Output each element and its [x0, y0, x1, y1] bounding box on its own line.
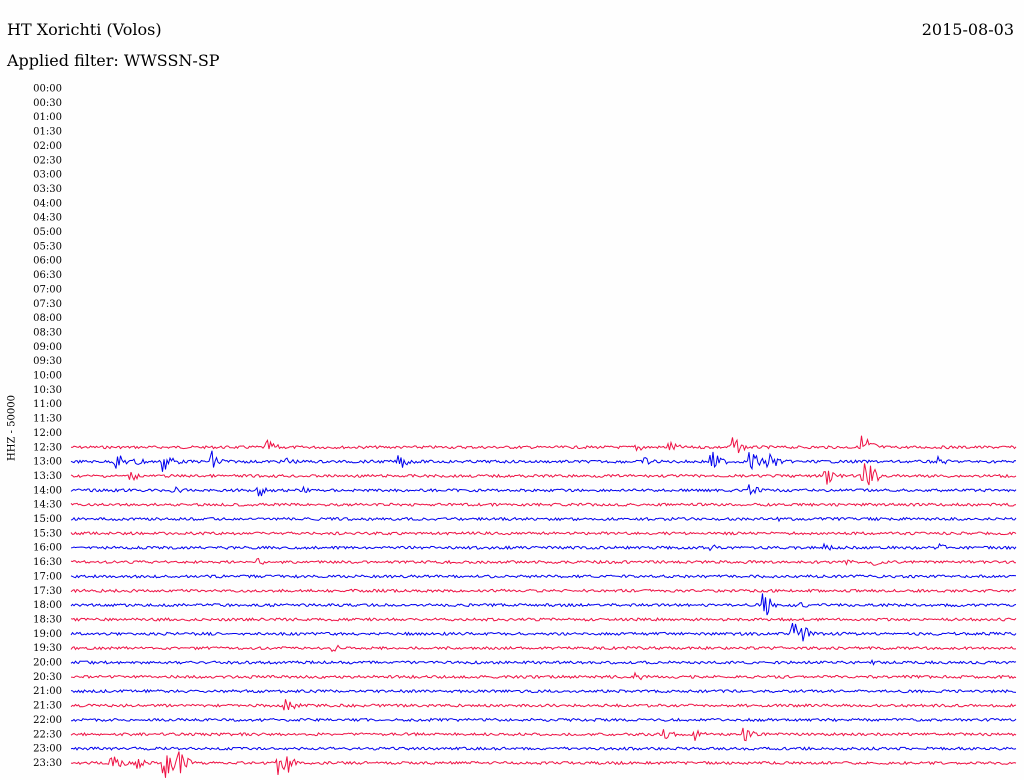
trace-2030: [70, 671, 1017, 681]
row-label: 21:30: [33, 701, 62, 712]
trace-2330: [70, 751, 1017, 778]
trace-1830: [70, 617, 1017, 622]
trace-1230: [70, 435, 1017, 454]
row-label: 05:00: [33, 227, 62, 238]
trace-1530: [70, 531, 1017, 536]
row-label: 18:00: [33, 600, 62, 611]
row-label: 05:30: [33, 241, 62, 252]
plot-date: 2015-08-03: [921, 20, 1014, 39]
trace-1630: [70, 557, 1016, 566]
row-label: 11:30: [33, 414, 62, 425]
row-label: 17:00: [33, 571, 62, 582]
row-label: 01:30: [33, 127, 62, 138]
row-label: 06:30: [33, 270, 62, 281]
row-label: 20:30: [33, 672, 62, 683]
row-label: 23:00: [33, 744, 62, 755]
trace-1930: [70, 644, 1017, 653]
row-label: 07:30: [33, 299, 62, 310]
row-label: 07:00: [33, 284, 62, 295]
row-label: 12:30: [33, 442, 62, 453]
trace-2100: [70, 688, 1017, 694]
row-label: 14:00: [33, 485, 62, 496]
row-label: 03:30: [33, 184, 62, 195]
trace-1730: [70, 588, 1017, 594]
row-label: 15:00: [33, 514, 62, 525]
row-label: 15:30: [33, 528, 62, 539]
row-label: 23:30: [33, 758, 62, 769]
trace-2130: [70, 699, 1017, 711]
trace-2300: [70, 746, 1017, 751]
trace-2200: [71, 717, 1017, 723]
row-label: 12:00: [33, 428, 62, 439]
trace-1800: [70, 593, 1017, 616]
row-label: 02:00: [33, 141, 62, 152]
trace-1500: [70, 516, 1017, 523]
trace-1900: [70, 622, 1017, 642]
row-label: 08:30: [33, 327, 62, 338]
row-label: 06:00: [33, 256, 62, 267]
row-label: 04:00: [33, 198, 62, 209]
row-label: 22:30: [33, 729, 62, 740]
row-label: 17:30: [33, 586, 62, 597]
trace-1600: [70, 542, 1017, 552]
filter-label: Applied filter: WWSSN-SP: [7, 51, 220, 70]
row-label: 13:00: [33, 457, 62, 468]
row-label: 10:00: [33, 371, 62, 382]
row-label: 22:00: [33, 715, 62, 726]
row-label: 04:30: [33, 213, 62, 224]
row-label: 14:30: [33, 500, 62, 511]
row-label: 13:30: [33, 471, 62, 482]
row-label: 16:00: [33, 543, 62, 554]
trace-2230: [70, 727, 1017, 742]
row-label: 00:00: [33, 84, 62, 95]
row-label: 19:30: [33, 643, 62, 654]
trace-2000: [70, 659, 1017, 666]
row-label: 03:00: [33, 170, 62, 181]
row-label: 20:00: [33, 658, 62, 669]
row-label: 18:30: [33, 614, 62, 625]
trace-1430: [70, 502, 1017, 508]
row-label: 00:30: [33, 98, 62, 109]
trace-1330: [70, 463, 1017, 486]
row-label: 02:30: [33, 155, 62, 166]
row-label: 19:00: [33, 629, 62, 640]
trace-1700: [70, 574, 1017, 579]
row-label: 09:00: [33, 342, 62, 353]
row-label: 21:00: [33, 686, 62, 697]
row-label: 08:00: [33, 313, 62, 324]
row-label: 16:30: [33, 557, 62, 568]
trace-1300: [70, 450, 1017, 472]
trace-1400: [70, 484, 1017, 497]
row-label: 10:30: [33, 385, 62, 396]
row-label: 09:30: [33, 356, 62, 367]
row-label: 01:00: [33, 112, 62, 123]
row-label: 11:00: [33, 399, 62, 410]
station-title: HT Xorichti (Volos): [7, 20, 162, 39]
